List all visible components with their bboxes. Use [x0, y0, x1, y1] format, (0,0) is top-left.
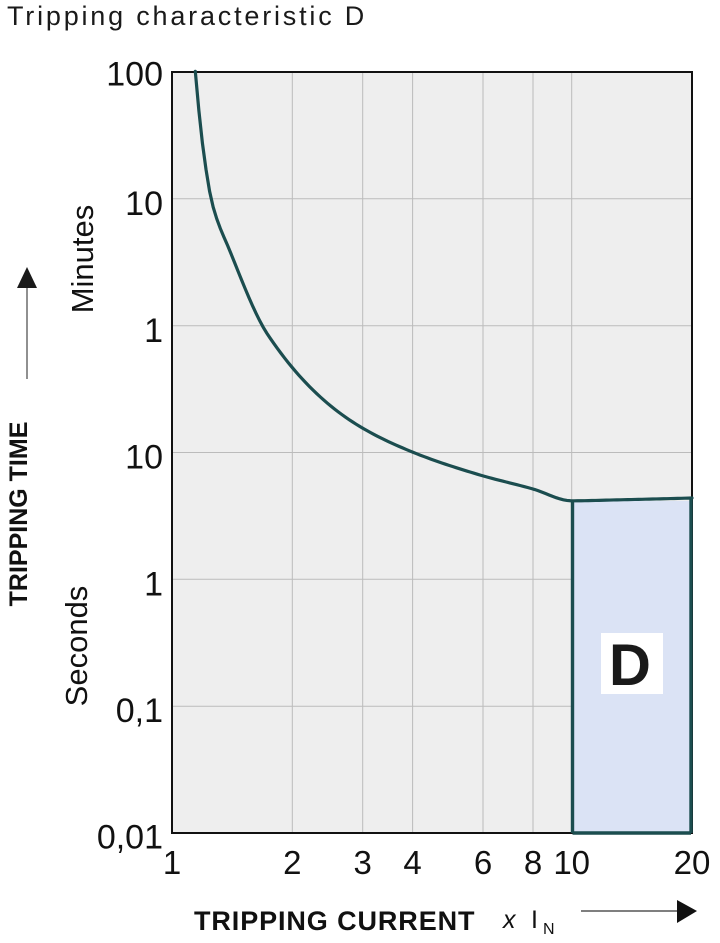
svg-text:10: 10 — [553, 844, 590, 881]
svg-text:D: D — [609, 633, 651, 698]
svg-text:100: 100 — [106, 56, 163, 94]
svg-text:6: 6 — [474, 844, 492, 881]
svg-text:1: 1 — [144, 312, 163, 350]
svg-text:N: N — [543, 921, 555, 938]
svg-text:2: 2 — [283, 844, 301, 881]
svg-text:8: 8 — [524, 844, 542, 881]
svg-text:TRIPPING CURRENT: TRIPPING CURRENT — [194, 906, 475, 936]
svg-text:10: 10 — [125, 439, 163, 477]
svg-text:Seconds: Seconds — [59, 586, 94, 707]
svg-text:0,01: 0,01 — [97, 819, 163, 857]
svg-text:4: 4 — [403, 844, 421, 881]
svg-text:20: 20 — [674, 844, 711, 881]
svg-text:1: 1 — [144, 565, 163, 603]
svg-text:x: x — [502, 906, 517, 934]
svg-text:Minutes: Minutes — [65, 205, 100, 314]
svg-text:TRIPPING TIME: TRIPPING TIME — [5, 422, 33, 607]
svg-text:10: 10 — [125, 185, 163, 223]
svg-text:0,1: 0,1 — [116, 692, 163, 730]
svg-text:1: 1 — [163, 844, 181, 881]
svg-text:3: 3 — [354, 844, 372, 881]
svg-text:I: I — [531, 906, 538, 934]
